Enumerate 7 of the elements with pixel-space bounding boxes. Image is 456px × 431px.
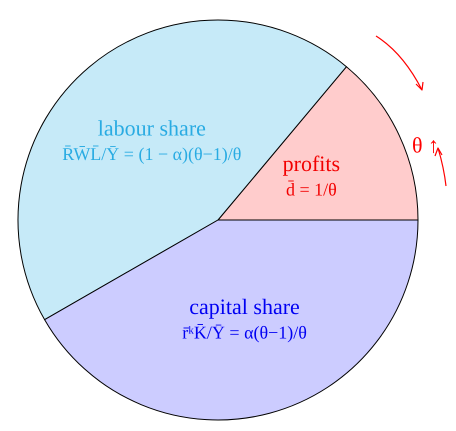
text: R̄W̄L̄/Ȳ = (1 − α)(θ−1)/θ — [62, 144, 242, 164]
text: θ ↑ — [412, 132, 440, 158]
slice-label: capital share — [189, 294, 300, 320]
text: r̄ᵏK̄/Ȳ = α(θ−1)/θ — [182, 322, 307, 343]
slice-label: labour share — [98, 116, 206, 141]
text: d̄ = 1/θ — [286, 179, 337, 200]
slice-label: profits — [282, 150, 340, 176]
